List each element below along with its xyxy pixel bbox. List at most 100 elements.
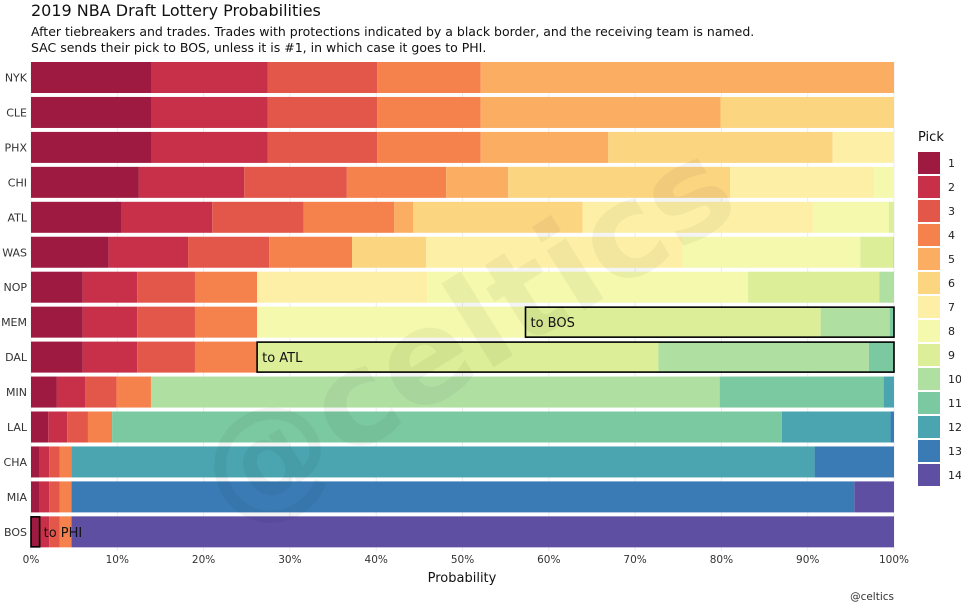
bar-dal-pick-1 — [31, 341, 83, 373]
protection-box-mem — [524, 306, 895, 338]
x-tick-label: 0% — [23, 554, 40, 566]
bar-mem-pick-4 — [194, 306, 258, 338]
bar-lal-pick-1 — [31, 411, 49, 443]
bar-cle-pick-2 — [151, 96, 268, 128]
bar-chi-pick-8 — [874, 166, 894, 198]
bar-atl-pick-8 — [812, 201, 889, 233]
x-tick-label: 20% — [192, 554, 215, 566]
legend-swatch-13 — [918, 440, 940, 462]
legend-label-14: 14 — [948, 469, 961, 482]
bar-cha-pick-1 — [31, 446, 40, 478]
legend-label-13: 13 — [948, 445, 961, 458]
bars — [31, 62, 895, 548]
legend-label-5: 5 — [948, 253, 955, 266]
bar-was-pick-10 — [893, 236, 894, 268]
x-tick-label: 80% — [710, 554, 733, 566]
x-tick-label: 10% — [106, 554, 129, 566]
bar-nop-pick-3 — [137, 271, 195, 303]
bar-chi-pick-5 — [446, 166, 509, 198]
bar-phx-pick-1 — [31, 131, 152, 163]
legend-label-3: 3 — [948, 205, 955, 218]
legend-swatch-8 — [918, 320, 940, 342]
legend-swatch-9 — [918, 344, 940, 366]
x-tick-label: 100% — [879, 554, 909, 566]
bar-mia-pick-14 — [854, 481, 894, 513]
bar-atl-pick-7 — [582, 201, 813, 233]
legend-swatch-1 — [918, 152, 940, 174]
bar-min-pick-3 — [85, 376, 117, 408]
bar-mia-pick-4 — [59, 481, 72, 513]
bar-mem-pick-9 — [525, 306, 821, 338]
x-tick-label: 90% — [796, 554, 819, 566]
legend-title: Pick — [918, 130, 944, 145]
bar-min-pick-10 — [150, 376, 720, 408]
bar-lal-pick-4 — [87, 411, 113, 443]
bar-mia-pick-2 — [39, 481, 50, 513]
bar-lal-pick-3 — [67, 411, 88, 443]
bar-atl-pick-3 — [212, 201, 304, 233]
bar-dal-pick-10 — [658, 341, 869, 373]
bar-atl-pick-2 — [121, 201, 213, 233]
bar-was-pick-8 — [682, 236, 861, 268]
bar-mem-pick-2 — [82, 306, 138, 338]
y-tick-label-was: WAS — [2, 246, 27, 259]
bar-min-pick-11 — [719, 376, 884, 408]
bar-atl-pick-9 — [888, 201, 894, 233]
y-axis-labels: NYK CLE PHX CHI ATL WAS NOP MEM DAL MIN LAL CHA MIA B… — [1, 72, 28, 539]
bar-mia-pick-13 — [71, 481, 855, 513]
bar-nyk-pick-1 — [31, 62, 152, 93]
bar-nop-pick-7 — [257, 271, 428, 303]
chart-title: 2019 NBA Draft Lottery Probabilities — [31, 1, 321, 20]
x-axis-ticks: 0% 10% 20% 30% 40% 50% 60% 70% 80% 90% 100% — [23, 554, 909, 566]
bar-was-pick-4 — [269, 236, 353, 268]
bar-lal-pick-13 — [890, 411, 894, 443]
bar-nyk-pick-3 — [267, 62, 378, 93]
y-tick-label-nop: NOP — [3, 281, 27, 294]
bar-nop-pick-9 — [748, 271, 880, 303]
bar-phx-pick-4 — [377, 131, 481, 163]
protection-label-dal: to ATL — [262, 351, 303, 366]
bar-dal-pick-11 — [868, 341, 894, 373]
legend-swatch-5 — [918, 248, 940, 270]
legend-label-9: 9 — [948, 349, 955, 362]
bar-bos-pick-14 — [71, 516, 895, 548]
chart-subtitle-line-1: After tiebreakers and trades. Trades wit… — [31, 24, 754, 39]
legend-label-12: 12 — [948, 421, 961, 434]
bar-bos-pick-1 — [31, 516, 40, 548]
bar-lal-pick-12 — [781, 411, 891, 443]
bar-cle-pick-1 — [31, 96, 152, 128]
x-tick-label: 50% — [451, 554, 474, 566]
x-axis-label: Probability — [428, 571, 497, 586]
legend-label-6: 6 — [948, 277, 955, 290]
y-tick-label-dal: DAL — [5, 351, 28, 364]
bar-lal-pick-2 — [48, 411, 68, 443]
legend-swatch-7 — [918, 296, 940, 318]
legend-label-8: 8 — [948, 325, 955, 338]
bar-phx-pick-2 — [151, 131, 268, 163]
y-tick-label-min: MIN — [6, 386, 27, 399]
bar-was-pick-7 — [426, 236, 683, 268]
bar-cle-pick-6 — [720, 96, 894, 128]
x-tick-label: 60% — [537, 554, 560, 566]
y-tick-label-bos: BOS — [4, 526, 27, 539]
bar-cha-pick-12 — [71, 446, 815, 478]
y-tick-label-chi: CHI — [8, 176, 27, 189]
bar-cha-pick-4 — [59, 446, 72, 478]
bar-nop-pick-8 — [427, 271, 749, 303]
bar-nyk-pick-4 — [377, 62, 481, 93]
protection-label-bos: to PHI — [44, 526, 83, 541]
bar-was-pick-9 — [860, 236, 894, 268]
bar-mem-pick-3 — [137, 306, 195, 338]
legend-swatch-2 — [918, 176, 940, 198]
y-tick-label-cle: CLE — [6, 106, 27, 119]
legend-label-11: 11 — [948, 397, 961, 410]
bar-chi-pick-2 — [138, 166, 245, 198]
bar-chi-pick-7 — [730, 166, 875, 198]
legend-swatch-4 — [918, 224, 940, 246]
bar-atl-pick-4 — [303, 201, 395, 233]
x-tick-label: 40% — [365, 554, 388, 566]
annotations: to BOS to ATL to PHI — [30, 306, 895, 548]
bar-min-pick-12 — [883, 376, 894, 408]
bar-mia-pick-3 — [49, 481, 60, 513]
legend-swatch-3 — [918, 200, 940, 222]
